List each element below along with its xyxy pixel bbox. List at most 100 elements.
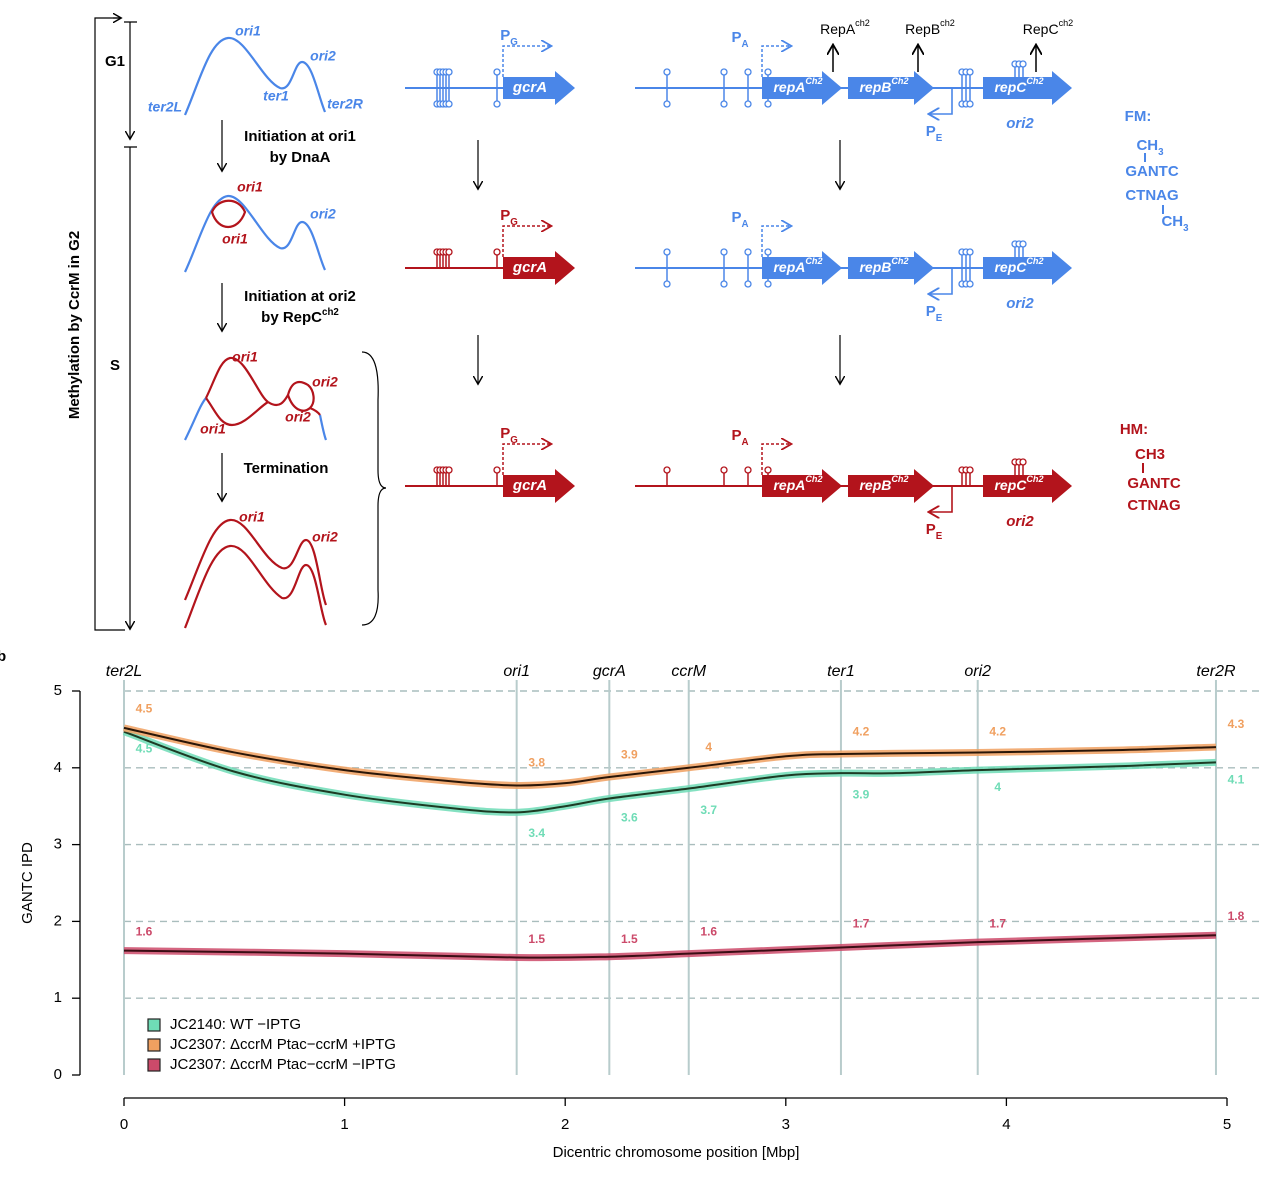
methylation-site [744,466,752,474]
gene-arrow [503,469,575,503]
data-label: 4 [705,740,712,754]
text-part: Ch2 [1026,474,1043,484]
data-label: 1.5 [621,932,638,946]
data-label: 4.1 [1228,772,1245,786]
text-part: repA [773,259,805,275]
text-part: RepC [1023,21,1059,37]
gene-rows [405,46,1164,512]
text-part: A [741,219,748,230]
text-part: P [731,209,741,226]
methylation-site [720,68,728,76]
text-part: G [510,435,518,446]
gene-label: repACh2 [773,474,822,492]
x-tick-label: 2 [561,1116,569,1133]
methylation-site [493,68,501,76]
gene-arrow [983,469,1072,503]
legend-swatch [147,1058,161,1072]
phase-label: S [110,357,120,374]
text-part: P [731,427,741,444]
text-part: repB [859,259,891,275]
line-halo [123,724,1217,789]
gene-label: gcrA [512,477,547,494]
text-part: repB [859,79,891,95]
chromosome-label: ori2 [312,374,338,390]
text-part: 3 [1158,147,1164,158]
data-label: 1.5 [528,932,545,946]
gene-arrow [848,469,934,503]
gene-arrow [983,251,1072,285]
methylation-site [720,280,728,288]
y-axis-label: GANTC IPD [19,842,36,924]
methylation-site [493,100,501,108]
methylation-site [720,466,728,474]
chromosome-label: ori1 [235,23,261,39]
x-tick-label: 4 [1002,1116,1010,1133]
step-label: Initiation at ori2 [244,288,356,305]
promoter-arrow [761,444,790,475]
gene-arrow [848,251,934,285]
methylation-site [445,248,453,256]
data-label: 4 [994,780,1001,794]
text-part: Ch2 [891,256,908,266]
promoter-arrow [502,226,550,257]
chromosomes [183,36,328,629]
marker-label: ter2R [1196,663,1236,680]
methylation-site [764,280,772,288]
methylation-site [744,100,752,108]
promoter-arrow [502,444,550,475]
chromosome-label: ori2 [312,529,338,545]
step-label: by RepCch2 [261,307,339,326]
methylation-title: HM: [1120,421,1148,438]
gene-arrow [762,71,842,105]
text-part: repC [994,477,1027,493]
chromosome-label: ter2R [327,96,364,112]
text-part: G [510,217,518,228]
gene-label: repBCh2 [859,76,908,94]
promoter-label: PA [731,427,748,448]
x-tick-label: 3 [782,1116,790,1133]
data-label: 4.2 [989,725,1006,739]
promoter-label: PA [731,209,748,230]
legend-label: JC2140: WT −IPTG [170,1016,301,1033]
text-part: ch2 [940,18,955,28]
methylation-site [663,466,671,474]
text-part: E [936,313,943,324]
methylation-site [445,68,453,76]
data-label: 4.2 [853,725,870,739]
text-part: repA [773,477,805,493]
data-label: 3.4 [528,826,545,840]
chromosome-label: ori2 [285,409,311,425]
data-label: 3.8 [528,755,545,769]
promoter-label: PG [500,425,518,446]
data-label: 4.5 [136,702,153,716]
methylation-site [966,466,974,474]
chromosome-label: ter1 [263,88,289,104]
x-axis-label: Dicentric chromosome position [Mbp] [553,1144,800,1161]
legend-label: JC2307: ΔccrM Ptac−ccrM +IPTG [170,1036,396,1053]
chromosome-label: ori1 [222,231,248,247]
promoter-arrow [502,46,550,77]
text-part: A [741,39,748,50]
marker-label: ter2L [106,663,142,680]
methylation-line: CTNAG [1125,187,1178,204]
marker-label: ori2 [964,663,991,680]
brackets [94,18,840,631]
gene-arrow [983,71,1072,105]
data-label: 3.6 [621,811,638,825]
chart-axes [79,691,1227,1099]
chromosome-label: ori2 [310,206,336,222]
methylation-site [663,68,671,76]
methylation-site [966,100,974,108]
methylation-site [744,248,752,256]
marker-label: ccrM [671,663,706,680]
text-part: CH [1161,213,1183,230]
marker-label: ori1 [503,663,530,680]
text-part: repA [773,79,805,95]
promoter-arrow [761,226,790,257]
methylation-site [720,248,728,256]
gene-label: gcrA [512,79,547,96]
origin-label: ori2 [1006,115,1034,132]
data-label: 3.9 [621,748,638,762]
gene-arrow [762,251,842,285]
x-tick-label: 1 [340,1116,348,1133]
